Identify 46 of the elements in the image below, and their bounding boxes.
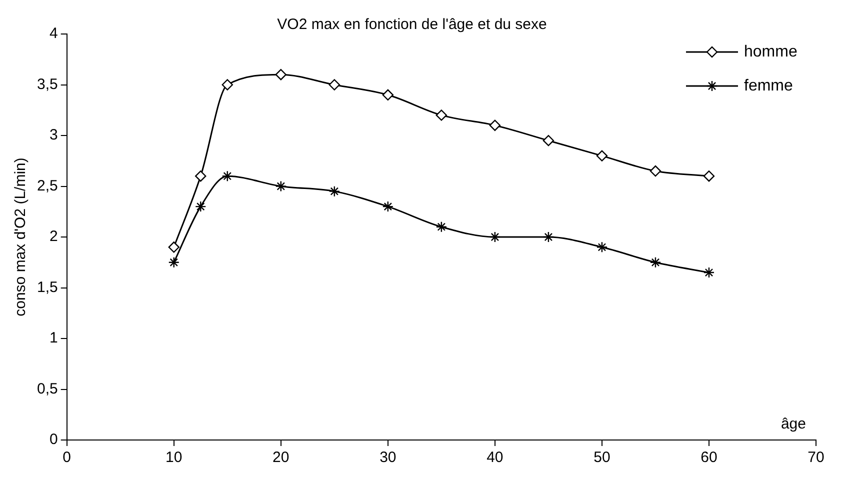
point <box>168 242 180 253</box>
y-tick-label: 4 <box>50 25 58 42</box>
x-tick-label: 30 <box>380 449 396 466</box>
y-tick-label: 2,5 <box>36 177 58 194</box>
point <box>542 231 554 243</box>
point <box>489 120 501 131</box>
point <box>382 200 394 212</box>
x-tick-label: 20 <box>272 449 290 466</box>
x-tick-label: 40 <box>486 449 504 466</box>
point <box>489 231 501 243</box>
point <box>436 221 448 232</box>
y-tick-label: 2 <box>50 228 58 246</box>
point <box>703 170 715 182</box>
y-tick-label: 1 <box>50 330 58 347</box>
point <box>650 165 662 177</box>
x-axis-title: âge <box>780 416 806 433</box>
point <box>222 170 233 182</box>
point <box>222 79 233 90</box>
y-tick-label: 3 <box>50 126 58 144</box>
x-tick-label: 10 <box>166 449 182 466</box>
y-tick-label: 0 <box>50 431 58 448</box>
point <box>596 242 608 253</box>
y-tick-label: 0,5 <box>36 380 58 398</box>
x-tick-label: 70 <box>808 449 824 466</box>
chart-title: VO2 max en fonction de l'âge et du sexe <box>277 16 547 34</box>
point <box>382 89 394 100</box>
legend-label: femme <box>744 77 793 94</box>
x-tick-label: 50 <box>594 449 610 466</box>
point <box>275 69 286 80</box>
point <box>650 256 662 268</box>
y-axis-title: conso max d'O2 (L/min) <box>12 158 30 316</box>
legend-label: homme <box>744 43 798 60</box>
point <box>703 266 715 278</box>
point <box>168 256 180 268</box>
point <box>195 200 206 212</box>
point <box>328 186 340 197</box>
point <box>195 170 206 182</box>
x-tick-label: 60 <box>700 449 718 466</box>
point <box>596 150 608 162</box>
point <box>436 110 448 121</box>
point <box>542 134 554 146</box>
x-tick-label: 0 <box>62 449 72 466</box>
point <box>275 180 286 192</box>
y-tick-label: 3,5 <box>36 76 58 93</box>
y-tick-label: 1,5 <box>36 278 58 296</box>
point <box>328 79 340 90</box>
